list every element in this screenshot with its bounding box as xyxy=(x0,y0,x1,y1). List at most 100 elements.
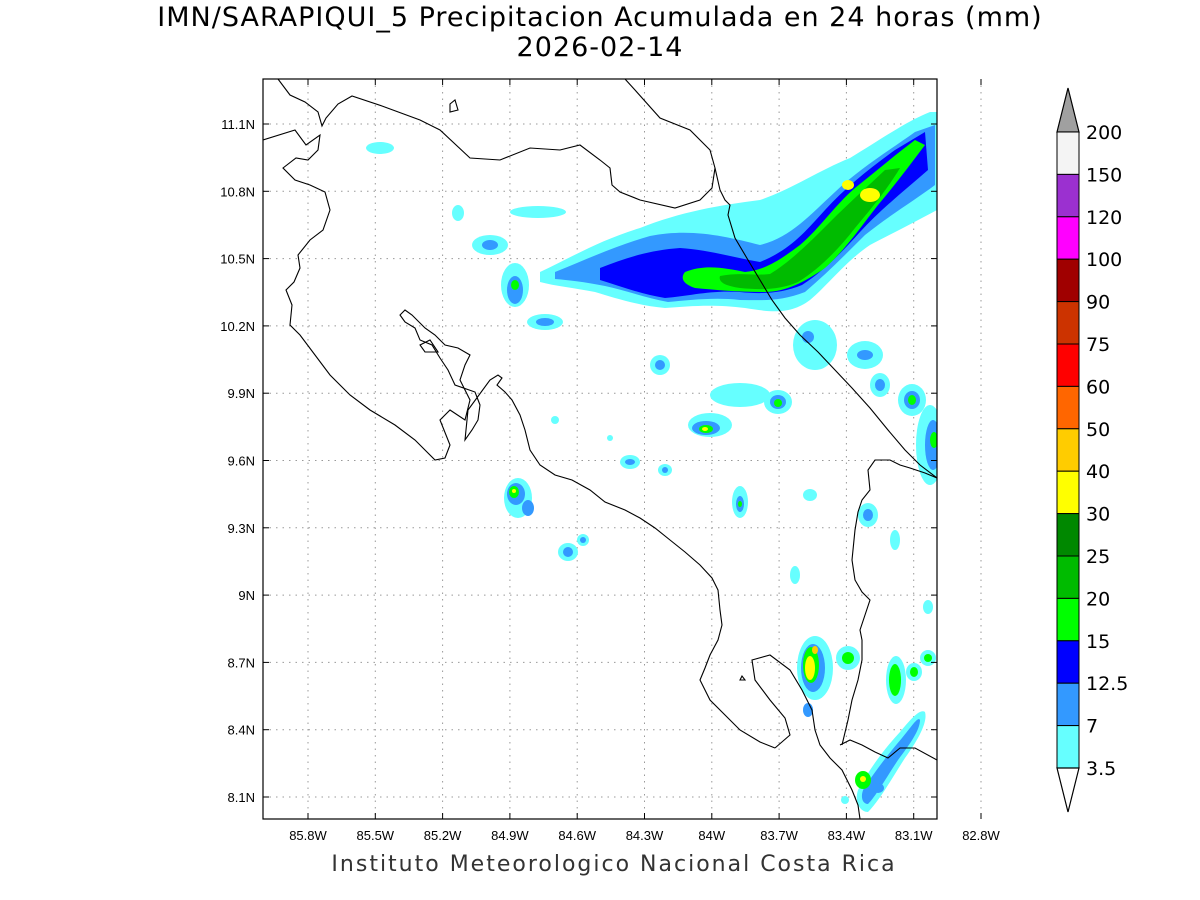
colorbar-label: 100 xyxy=(1086,249,1122,271)
rain-cell xyxy=(510,206,566,218)
colorbar-label: 60 xyxy=(1086,376,1110,398)
colorbar-label: 7 xyxy=(1086,716,1098,738)
lon-tick-label: 85.2W xyxy=(424,828,462,843)
lat-tick-label: 8.4N xyxy=(228,723,255,738)
map-title: IMN/SARAPIQUI_5 Precipitacion Acumulada … xyxy=(157,2,1043,33)
colorbar-label: 150 xyxy=(1086,164,1122,186)
rain-cell xyxy=(774,399,782,407)
rain-cell xyxy=(512,489,516,493)
rain-cell xyxy=(908,395,916,405)
colorbar-segment xyxy=(1056,555,1080,599)
rain-cell xyxy=(710,383,770,407)
lat-tick-label: 9.9N xyxy=(228,386,255,401)
rain-cell xyxy=(930,432,937,448)
rain-cell xyxy=(890,530,900,550)
colorbar-segment xyxy=(1056,725,1080,769)
lon-tick-label: 84.9W xyxy=(491,828,529,843)
colorbar-label: 3.5 xyxy=(1086,758,1116,780)
rain-cell xyxy=(924,654,932,662)
colorbar-segment xyxy=(1056,640,1080,684)
latitude-ticks: 11.1N 10.8N 10.5N 10.2N 9.9N 9.6N 9.3N 9N 8.7N 8.… xyxy=(220,117,937,805)
lon-tick-label: 85.8W xyxy=(289,828,327,843)
rain-band-north-12 xyxy=(600,132,928,298)
rain-cell xyxy=(793,320,837,370)
colorbar-segment xyxy=(1056,597,1080,642)
rain-cell xyxy=(842,652,854,664)
rain-cell xyxy=(662,467,668,473)
rain-cell xyxy=(841,796,849,804)
rain-cell xyxy=(738,501,742,507)
rain-cell xyxy=(607,435,613,441)
rain-cell xyxy=(872,783,884,793)
lon-tick-label: 82.8W xyxy=(962,828,1000,843)
lon-tick-label: 84W xyxy=(698,828,725,843)
colorbar-segment xyxy=(1056,470,1080,515)
rain-cell xyxy=(875,379,885,391)
map-date: 2026-02-14 xyxy=(516,32,684,63)
rain-cell xyxy=(863,509,873,521)
colorbar-segment xyxy=(1056,173,1080,218)
rain-max-north-2 xyxy=(842,180,854,190)
rain-cell xyxy=(805,656,815,680)
colorbar-segment xyxy=(1056,428,1080,472)
colorbar-label: 40 xyxy=(1086,461,1110,483)
footer-credit: Instituto Meteorologico Nacional Costa R… xyxy=(331,852,897,877)
rain-cell xyxy=(625,459,635,465)
rain-cell xyxy=(812,646,818,654)
colorbar-label: 12.5 xyxy=(1086,673,1128,695)
colorbar-segment xyxy=(1056,131,1080,175)
lon-tick-label: 84.3W xyxy=(626,828,664,843)
colorbar-label: 200 xyxy=(1086,122,1122,144)
lat-tick-label: 11.1N xyxy=(221,117,255,132)
lat-tick-label: 9.6N xyxy=(228,454,255,469)
lon-tick-label: 85.5W xyxy=(357,828,395,843)
lon-tick-label: 84.6W xyxy=(558,828,596,843)
colorbar-label: 75 xyxy=(1086,334,1110,356)
colorbar-label: 25 xyxy=(1086,546,1110,568)
rain-cell-south-7 xyxy=(861,719,920,804)
colorbar-segment xyxy=(1056,343,1080,387)
colorbar-segment xyxy=(1056,258,1080,303)
longitude-ticks: 85.8W 85.5W 85.2W 84.9W 84.6W 84.3W 84W 83.7W 83… xyxy=(289,79,1001,843)
lon-tick-label: 83.7W xyxy=(760,828,798,843)
lon-tick-label: 83.4W xyxy=(828,828,866,843)
colorbar-segment xyxy=(1056,301,1080,345)
rain-cell xyxy=(655,360,665,370)
rain-cell xyxy=(802,331,814,343)
colorbar-legend: 200 150 120 100 90 75 60 50 40 30 25 20 15 12.5 7 3.5 xyxy=(1056,87,1128,813)
colorbar-segment xyxy=(1056,513,1080,557)
rain-cell xyxy=(511,280,519,290)
rain-cell xyxy=(857,350,873,360)
plot-frame xyxy=(262,78,938,820)
colorbar-segment xyxy=(1056,682,1080,727)
precipitation-field xyxy=(366,112,937,812)
lat-tick-label: 8.7N xyxy=(228,655,255,670)
rain-cell xyxy=(910,667,918,677)
lat-tick-label: 10.8N xyxy=(220,184,255,199)
rain-max-north xyxy=(860,188,880,202)
rain-cell xyxy=(923,600,933,614)
rain-cell xyxy=(790,566,800,584)
colorbar-label: 50 xyxy=(1086,419,1110,441)
lat-tick-label: 8.1N xyxy=(228,790,255,805)
colorbar-label: 15 xyxy=(1086,631,1110,653)
rain-band-north-20 xyxy=(719,168,900,290)
colorbar-label: 90 xyxy=(1086,292,1110,314)
colorbar-label: 120 xyxy=(1086,207,1122,229)
rain-cell xyxy=(536,318,554,326)
colorbar-segment xyxy=(1056,216,1080,260)
lat-tick-label: 9N xyxy=(238,588,255,603)
colorbar-max-arrow xyxy=(1056,87,1080,133)
rain-cell xyxy=(563,547,573,557)
colorbar-label: 30 xyxy=(1086,504,1110,526)
rain-cell xyxy=(702,427,708,431)
rain-cell xyxy=(452,205,464,221)
rain-cell xyxy=(366,142,394,154)
lon-tick-label: 83.1W xyxy=(895,828,933,843)
rain-cell xyxy=(580,537,586,543)
lat-tick-label: 10.5N xyxy=(220,252,255,267)
rain-cell xyxy=(551,416,559,424)
rain-cell xyxy=(482,240,498,250)
colorbar-segment xyxy=(1056,385,1080,430)
